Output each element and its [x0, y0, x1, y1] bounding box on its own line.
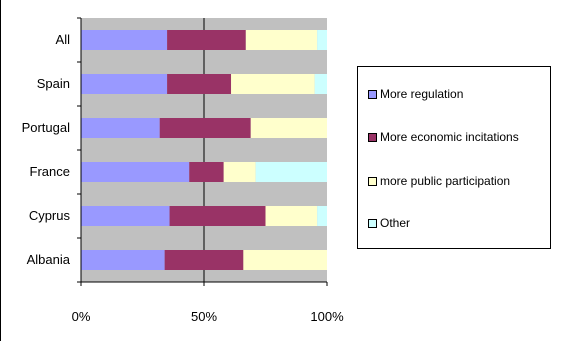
- x-ticks-group: 0% 50% 100%: [72, 282, 344, 324]
- bar-spain-more-public-participation: [231, 74, 315, 94]
- bar-cyprus-more-economic-incitations: [169, 206, 266, 226]
- bar-all-other: [317, 30, 327, 50]
- bar-france-more-economic-incitations: [189, 162, 224, 182]
- legend-item-more-regulation: More regulation: [368, 86, 463, 102]
- bar-all-more-public-participation: [245, 30, 318, 50]
- y-tick-label-france: France: [30, 164, 70, 179]
- bar-albania-more-regulation: [81, 250, 165, 270]
- legend-label: more public participation: [380, 174, 511, 188]
- legend-label: More regulation: [380, 87, 464, 101]
- legend-item-more-public-participation: more public participation: [368, 173, 510, 189]
- y-tick-label-cyprus: Cyprus: [29, 208, 71, 223]
- legend-swatch-more-regulation: [368, 89, 377, 99]
- legend-swatch-more-economic-incitations: [368, 132, 377, 142]
- x-tick-label: 50%: [191, 309, 217, 324]
- bar-albania-more-public-participation: [243, 250, 327, 270]
- bar-spain-more-economic-incitations: [167, 74, 232, 94]
- bar-spain-other: [314, 74, 327, 94]
- legend-swatch-more-public-participation: [368, 176, 377, 186]
- bar-cyprus-more-regulation: [81, 206, 170, 226]
- legend-swatch-other: [368, 218, 377, 228]
- bar-all-more-economic-incitations: [167, 30, 246, 50]
- legend: More regulation More economic incitation…: [357, 66, 551, 249]
- bar-albania-more-economic-incitations: [164, 250, 244, 270]
- legend-label: More economic incitations: [380, 130, 519, 144]
- bar-spain-more-regulation: [81, 74, 168, 94]
- bar-portugal-more-regulation: [81, 118, 160, 138]
- bar-france-more-public-participation: [223, 162, 256, 182]
- legend-item-more-economic-incitations: More economic incitations: [368, 129, 519, 145]
- bar-portugal-more-economic-incitations: [159, 118, 251, 138]
- y-ticks-group: All Spain Portugal France Cyprus Albania: [22, 17, 81, 283]
- legend-item-other: Other: [368, 215, 410, 231]
- bar-cyprus-more-public-participation: [265, 206, 318, 226]
- bars-group: [81, 30, 327, 270]
- y-tick-label-albania: Albania: [27, 252, 71, 267]
- bar-portugal-more-public-participation: [250, 118, 327, 138]
- y-tick-label-portugal: Portugal: [22, 120, 71, 135]
- bar-france-more-regulation: [81, 162, 190, 182]
- bar-all-more-regulation: [81, 30, 168, 50]
- bar-cyprus-other: [317, 206, 327, 226]
- x-tick-label: 100%: [310, 309, 344, 324]
- y-tick-label-all: All: [56, 32, 71, 47]
- y-tick-label-spain: Spain: [37, 76, 70, 91]
- x-tick-label: 0%: [72, 309, 91, 324]
- legend-label: Other: [380, 216, 411, 230]
- bar-france-other: [255, 162, 327, 182]
